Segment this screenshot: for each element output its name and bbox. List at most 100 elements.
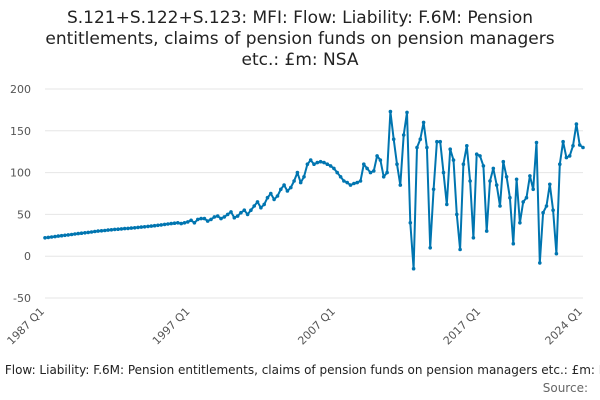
data-point xyxy=(484,229,489,233)
data-point xyxy=(136,225,140,230)
data-point xyxy=(49,235,54,239)
data-point xyxy=(451,158,456,162)
gridlines xyxy=(45,88,583,299)
data-point xyxy=(494,183,499,187)
series-group xyxy=(43,109,585,271)
data-point xyxy=(391,137,396,141)
data-point xyxy=(262,202,267,207)
y-tick-label: 200 xyxy=(10,83,31,96)
data-point xyxy=(196,217,200,222)
data-point xyxy=(73,232,77,236)
data-point xyxy=(458,247,462,252)
data-point xyxy=(312,162,316,166)
data-point xyxy=(279,187,283,192)
data-point xyxy=(282,183,286,187)
data-point xyxy=(199,216,203,221)
data-point xyxy=(43,236,47,240)
data-point xyxy=(528,174,532,178)
data-point xyxy=(166,222,170,226)
data-point xyxy=(551,208,555,212)
data-point xyxy=(222,215,227,219)
data-point xyxy=(189,218,193,223)
data-point xyxy=(425,145,429,150)
data-point xyxy=(362,162,366,166)
data-point xyxy=(89,230,94,234)
data-point xyxy=(172,221,177,225)
data-point xyxy=(46,235,51,240)
data-point xyxy=(315,160,320,165)
data-point xyxy=(581,145,585,150)
data-point xyxy=(395,162,399,166)
data-point xyxy=(561,139,565,144)
data-point xyxy=(179,221,183,226)
data-point xyxy=(149,224,154,228)
data-point xyxy=(205,219,210,223)
data-point xyxy=(441,170,446,175)
data-point xyxy=(176,221,180,225)
data-point xyxy=(229,210,233,214)
data-point xyxy=(215,214,220,218)
y-tick-label: -50 xyxy=(13,292,31,305)
data-point xyxy=(521,200,525,204)
data-point xyxy=(112,227,117,232)
data-point xyxy=(53,234,57,239)
x-axis-ticks: 1987 Q1 1997 Q1 2007 Q1 2017 Q1 2024 Q1 xyxy=(5,305,586,348)
data-point xyxy=(498,204,502,208)
data-point xyxy=(93,229,97,234)
data-point xyxy=(76,231,80,236)
data-point xyxy=(501,159,506,164)
data-point xyxy=(554,251,559,256)
data-point xyxy=(83,231,87,235)
data-point xyxy=(345,180,350,185)
data-point xyxy=(249,208,253,212)
data-point xyxy=(202,216,207,221)
data-point xyxy=(574,122,579,126)
series-line xyxy=(44,110,584,270)
data-point xyxy=(269,191,273,196)
data-point xyxy=(448,147,453,151)
data-point xyxy=(372,169,376,173)
data-point xyxy=(558,162,562,166)
data-point xyxy=(481,164,486,168)
data-point xyxy=(358,179,363,183)
x-tick-label: 1997 Q1 xyxy=(150,305,193,348)
data-point xyxy=(564,155,569,160)
data-point xyxy=(567,154,572,158)
data-point xyxy=(518,221,522,225)
y-tick-label: 50 xyxy=(17,208,31,221)
data-point xyxy=(445,202,449,207)
data-point xyxy=(455,212,459,217)
data-point xyxy=(109,228,114,232)
data-point xyxy=(388,109,393,114)
data-point xyxy=(212,215,217,219)
data-point xyxy=(275,194,280,198)
data-point xyxy=(544,204,549,208)
data-point xyxy=(348,183,353,187)
data-point xyxy=(534,140,539,145)
data-point xyxy=(219,216,223,221)
data-point xyxy=(96,229,100,233)
data-point xyxy=(405,110,409,115)
data-point xyxy=(119,227,124,231)
data-point xyxy=(152,223,157,228)
data-point xyxy=(132,226,137,230)
data-point xyxy=(488,179,492,183)
data-point xyxy=(548,182,552,187)
data-point xyxy=(421,120,426,125)
data-point xyxy=(56,234,61,238)
y-tick-label: 150 xyxy=(10,125,31,138)
x-tick-label: 2007 Q1 xyxy=(295,305,338,348)
data-point xyxy=(368,170,373,175)
data-point xyxy=(245,212,250,217)
data-point xyxy=(401,133,406,137)
data-point xyxy=(308,158,313,162)
data-point xyxy=(69,232,74,237)
data-point xyxy=(418,137,423,141)
data-point xyxy=(106,228,110,232)
data-point xyxy=(235,214,240,218)
data-point xyxy=(255,200,260,204)
data-point xyxy=(305,162,310,166)
data-point xyxy=(302,175,306,179)
data-point xyxy=(465,144,469,148)
